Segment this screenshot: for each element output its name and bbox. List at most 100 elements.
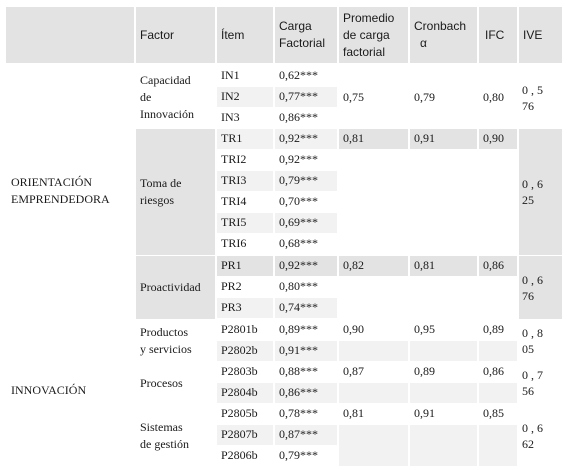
item-carga: 0,92*** xyxy=(279,131,318,145)
item-carga-cell: 0,86*** xyxy=(275,383,337,403)
group-label-line1: ORIENTACIÓN xyxy=(11,175,93,189)
header-ifc: IFC xyxy=(485,28,505,42)
item-code-cell: TRI3 xyxy=(217,171,273,191)
stat-promedio: 0,87 xyxy=(343,364,364,378)
stat-cronbach: 0,81 xyxy=(414,258,435,272)
header-empty-cell xyxy=(6,7,134,63)
stat-ifc-filler xyxy=(479,150,517,254)
stat-ive-line: 05 xyxy=(522,342,534,356)
item-carga: 0,77*** xyxy=(279,89,318,103)
factor-name-line: y servicios xyxy=(140,342,192,356)
item-carga: 0,88*** xyxy=(279,364,318,378)
stat-ifc-filler xyxy=(479,425,517,466)
stat-ive: 0 , 6 76 xyxy=(519,272,543,304)
item-carga: 0,89*** xyxy=(279,322,318,336)
stat-ive-line: 0 , 6 xyxy=(522,272,543,287)
header-item: Ítem xyxy=(221,28,245,42)
item-carga-cell: 0,92*** xyxy=(275,256,337,276)
factor-name-line: de xyxy=(140,90,152,104)
stat-ive-line: 62 xyxy=(522,436,534,451)
item-code-cell: P2805b xyxy=(217,404,273,424)
item-code: IN2 xyxy=(221,89,240,103)
item-carga: 0,62*** xyxy=(279,68,318,82)
item-carga-cell: 0,87*** xyxy=(275,425,337,445)
item-code: P2802b xyxy=(221,343,258,357)
stat-cronbach-filler xyxy=(410,341,477,361)
factor-name-line: Innovación xyxy=(140,107,194,121)
item-carga-cell: 0,78*** xyxy=(275,404,337,424)
stat-promedio: 0,82 xyxy=(343,258,364,272)
stat-promedio-cell: 0,82 xyxy=(339,256,408,276)
stat-cronbach-cell: 0,79 xyxy=(410,66,477,129)
item-carga: 0,86*** xyxy=(279,385,318,399)
factor-cell: Productos y servicios xyxy=(136,320,215,362)
stat-promedio: 0,75 xyxy=(343,90,364,104)
stat-cronbach: 0,91 xyxy=(414,131,435,145)
item-carga-cell: 0,79*** xyxy=(275,171,337,191)
stat-ive-line: 0 , 6 xyxy=(522,420,543,435)
factor-name-line: Sistemas xyxy=(140,419,183,434)
stat-ive: 0 , 6 62 xyxy=(519,420,543,452)
stat-cronbach-cell: 0,95 xyxy=(410,320,477,340)
stat-ifc: 0,85 xyxy=(483,406,504,420)
group-label-innovacion: INNOVACIÓN xyxy=(11,383,87,397)
item-carga-cell: 0,91*** xyxy=(275,341,337,361)
factor-cell: Sistemas de gestión xyxy=(136,404,215,467)
group-label-line2: EMPRENDEDORA xyxy=(11,192,110,206)
item-carga-cell: 0,92*** xyxy=(275,129,337,149)
item-code: TR1 xyxy=(221,131,243,145)
item-code: TRI2 xyxy=(221,152,247,166)
item-code: P2804b xyxy=(221,385,258,399)
header-promedio-line1: Promedio xyxy=(343,11,395,25)
factor-name: Procesos xyxy=(136,375,183,392)
item-code: P2806b xyxy=(221,448,258,462)
item-carga: 0,92*** xyxy=(279,258,318,272)
stat-ive-line: 76 xyxy=(522,98,534,113)
header-ive-cell xyxy=(519,7,562,63)
item-carga: 0,79*** xyxy=(279,448,318,462)
item-carga-cell: 0,92*** xyxy=(275,150,337,170)
item-code-cell: IN2 xyxy=(217,87,273,107)
item-code: TRI4 xyxy=(221,194,247,208)
item-code-cell: TRI6 xyxy=(217,234,273,254)
item-code: TRI6 xyxy=(221,236,247,250)
stat-cronbach: 0,79 xyxy=(414,90,435,104)
item-carga: 0,92*** xyxy=(279,152,318,166)
stat-ive-cell: 0 , 7 56 xyxy=(519,362,562,404)
header-promedio-line2: de carga xyxy=(343,28,390,42)
factor-name: Sistemas de gestión xyxy=(136,419,189,453)
item-carga-cell: 0,68*** xyxy=(275,234,337,254)
stat-ifc: 0,86 xyxy=(483,364,504,378)
stat-promedio-cell: 0,75 xyxy=(339,66,408,129)
stat-ifc-cell: 0,89 xyxy=(479,320,517,340)
factor-cell: Toma de riesgos xyxy=(136,129,215,255)
item-code: P2801b xyxy=(221,322,258,336)
item-code: PR3 xyxy=(221,300,242,314)
stat-promedio: 0,81 xyxy=(343,406,364,420)
header-ifc-cell xyxy=(479,7,517,63)
item-code: PR1 xyxy=(221,258,242,272)
header-factor-cell xyxy=(136,7,215,63)
item-carga-cell: 0,86*** xyxy=(275,108,337,128)
stat-ive-line: 25 xyxy=(522,193,534,207)
item-carga: 0,91*** xyxy=(279,343,318,357)
stat-ive-cell: 0 , 8 05 xyxy=(519,320,562,362)
stat-ifc-cell: 0,80 xyxy=(479,66,517,129)
item-code: P2807b xyxy=(221,427,258,441)
header-cronbach-line1: Cronbach xyxy=(414,19,467,33)
stat-cronbach-cell: 0,81 xyxy=(410,256,477,276)
stat-promedio-cell: 0,81 xyxy=(339,129,408,149)
stat-ifc: 0,90 xyxy=(483,131,504,145)
stat-cronbach-cell: 0,91 xyxy=(410,404,477,424)
stat-ifc-filler xyxy=(479,341,517,361)
factor-name-line: riesgos xyxy=(140,193,174,207)
stat-ifc-cell: 0,86 xyxy=(479,362,517,382)
stat-promedio-filler xyxy=(339,425,408,466)
header-carga-line2: Factorial xyxy=(279,36,326,50)
item-carga-cell: 0,70*** xyxy=(275,192,337,212)
item-code-cell: TR1 xyxy=(217,129,273,149)
item-code-cell: IN1 xyxy=(217,66,273,86)
stat-ifc-cell: 0,86 xyxy=(479,256,517,276)
stat-ive-cell: 0 , 6 76 xyxy=(519,256,562,319)
